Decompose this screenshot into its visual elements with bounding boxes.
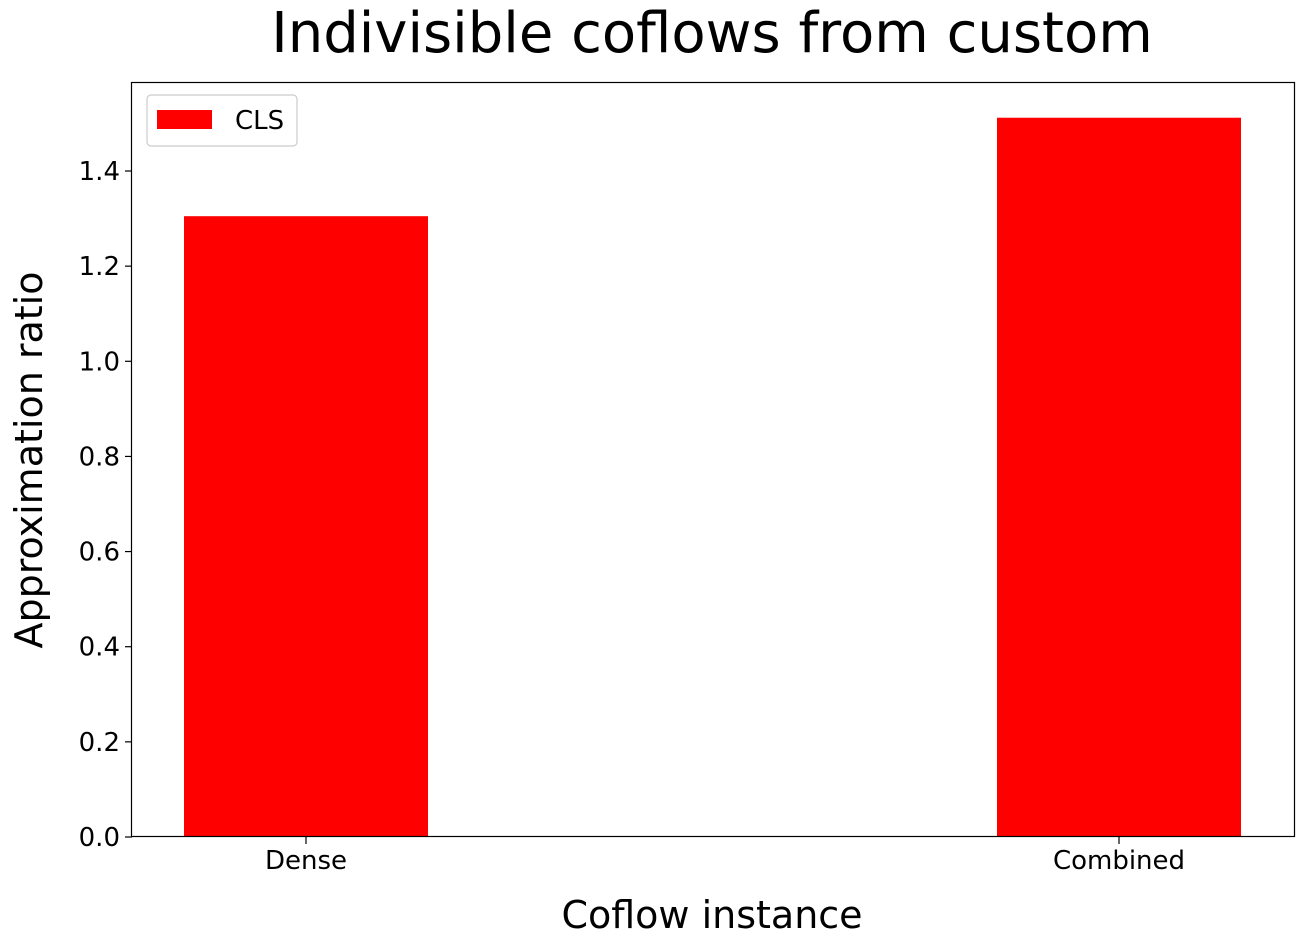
plot-area-frame [130, 81, 1296, 838]
x-axis-label: Coflow instance [561, 893, 862, 937]
y-tick-label: 1.2 [79, 252, 120, 282]
bar-dense [184, 216, 428, 838]
legend-label-cls: CLS [235, 106, 284, 136]
y-ticks: 0.0 0.2 0.4 0.6 0.8 1.0 1.2 1.4 [79, 157, 132, 853]
x-tick-label-combined: Combined [1053, 846, 1185, 876]
y-tick-label: 1.0 [79, 347, 120, 377]
x-tick-label-dense: Dense [265, 846, 347, 876]
bar-combined [997, 117, 1241, 838]
y-tick-label: 1.4 [79, 157, 120, 187]
y-axis-label: Approximation ratio [7, 272, 51, 649]
bars-layer [184, 117, 1241, 838]
y-tick-label: 0.0 [79, 823, 120, 853]
legend-frame [146, 94, 298, 147]
y-tick-label: 0.4 [79, 633, 120, 663]
x-ticks: Dense Combined [265, 837, 1185, 876]
y-tick-label: 0.8 [79, 442, 120, 472]
y-tick-label: 0.2 [79, 728, 120, 758]
y-tick-label: 0.6 [79, 538, 120, 568]
legend-swatch-cls [157, 110, 212, 129]
legend: CLS [146, 94, 298, 147]
chart-title: Indivisible coflows from custom [271, 1, 1153, 66]
